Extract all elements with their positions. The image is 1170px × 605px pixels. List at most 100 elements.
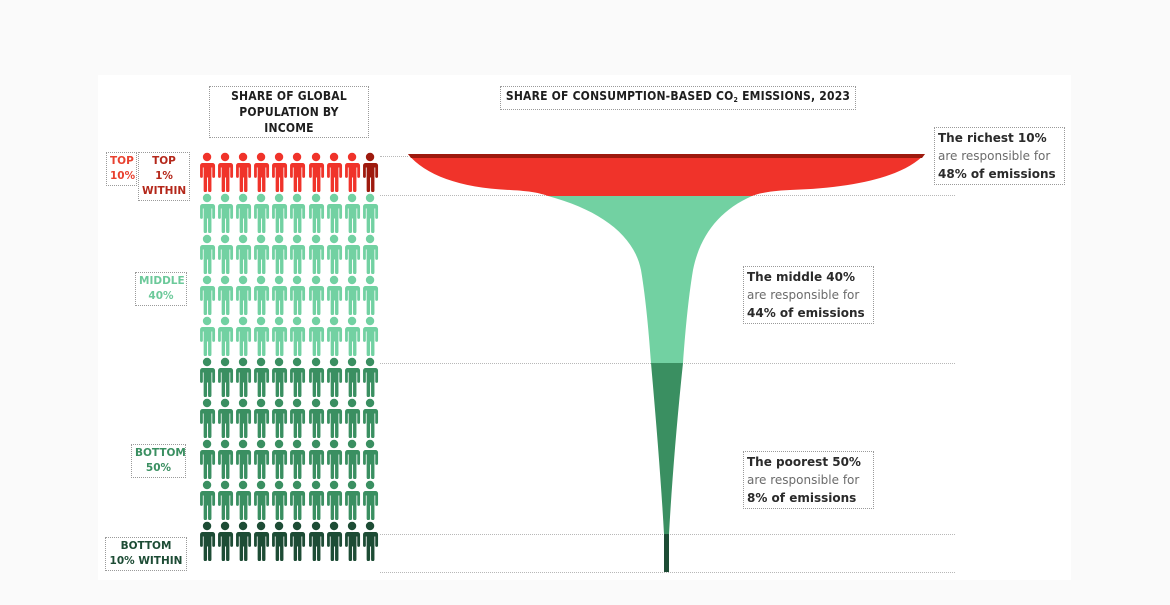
person-icon <box>326 275 342 315</box>
person-icon <box>254 152 270 192</box>
person-icon <box>236 193 252 233</box>
callout-richest: The richest 10% are responsible for 48% … <box>934 127 1065 185</box>
person-icon <box>236 275 252 315</box>
pictogram-row-bottom50 <box>198 357 379 398</box>
label-bottom-10-within: BOTTOM 10% WITHIN <box>105 537 187 571</box>
callout-richest-value: 48% of emissions <box>938 167 1056 181</box>
person-icon <box>326 152 342 192</box>
person-icon <box>218 316 234 356</box>
person-icon <box>344 193 360 233</box>
emissions-header-prefix: SHARE OF CONSUMPTION-BASED CO <box>505 89 734 103</box>
emissions-header-sub: 2 <box>733 96 739 104</box>
person-icon <box>236 398 252 438</box>
person-icon <box>362 521 378 561</box>
person-icon <box>272 357 288 397</box>
person-icon <box>362 357 378 397</box>
person-icon <box>218 480 234 520</box>
label-top-1-line2: WITHIN <box>142 185 187 197</box>
person-icon <box>272 193 288 233</box>
person-icon <box>362 480 378 520</box>
person-icon <box>308 398 324 438</box>
pictogram-row-bottom50 <box>198 480 379 521</box>
person-icon <box>362 275 378 315</box>
person-icon <box>344 480 360 520</box>
person-icon <box>290 193 306 233</box>
person-icon <box>326 357 342 397</box>
person-icon <box>344 152 360 192</box>
person-icon <box>200 398 216 438</box>
person-icon <box>236 316 252 356</box>
label-top-10-line1: TOP <box>110 155 134 167</box>
person-icon <box>254 275 270 315</box>
callout-middle-title: The middle 40% <box>747 270 855 284</box>
separator-base <box>380 572 955 573</box>
person-icon <box>200 234 216 274</box>
callout-middle-sub: are responsible for <box>747 288 860 302</box>
separator-top <box>380 156 408 157</box>
callout-poorest-title: The poorest 50% <box>747 455 861 469</box>
person-icon <box>308 439 324 479</box>
person-icon <box>236 521 252 561</box>
person-icon <box>344 439 360 479</box>
person-icon <box>362 316 378 356</box>
person-icon <box>200 521 216 561</box>
person-icon <box>200 480 216 520</box>
pictogram-row-middle40 <box>198 234 379 275</box>
person-icon <box>272 316 288 356</box>
person-icon <box>236 357 252 397</box>
person-icon <box>254 357 270 397</box>
person-icon <box>344 316 360 356</box>
person-icon <box>344 357 360 397</box>
person-icon <box>362 439 378 479</box>
person-icon <box>308 275 324 315</box>
person-icon <box>272 521 288 561</box>
person-icon <box>290 152 306 192</box>
person-icon <box>200 316 216 356</box>
callout-middle-value: 44% of emissions <box>747 306 865 320</box>
person-icon <box>362 193 378 233</box>
label-top-1-line1: TOP 1% <box>152 155 176 182</box>
person-icon <box>308 316 324 356</box>
person-icon <box>326 439 342 479</box>
person-icon <box>272 398 288 438</box>
callout-middle: The middle 40% are responsible for 44% o… <box>743 266 874 324</box>
callout-richest-title: The richest 10% <box>938 131 1047 145</box>
person-icon <box>326 521 342 561</box>
label-bottom-10-line1: BOTTOM <box>120 540 172 552</box>
population-pictogram <box>198 152 379 562</box>
person-icon <box>218 357 234 397</box>
person-icon <box>290 275 306 315</box>
label-middle-40: MIDDLE 40% <box>135 272 187 306</box>
label-bottom-50-line1: BOTTOM <box>135 447 186 459</box>
person-icon <box>254 193 270 233</box>
emissions-header-suffix: EMISSIONS, 2023 <box>738 89 851 103</box>
person-icon <box>308 521 324 561</box>
emissions-header: SHARE OF CONSUMPTION-BASED CO2 EMISSIONS… <box>500 86 856 110</box>
callout-poorest-sub: are responsible for <box>747 473 860 487</box>
person-icon <box>200 439 216 479</box>
person-icon <box>218 193 234 233</box>
person-icon <box>254 316 270 356</box>
person-icon <box>218 439 234 479</box>
pictogram-row-bottom50 <box>198 398 379 439</box>
person-icon <box>254 234 270 274</box>
label-top-10-line2: 10% <box>110 170 136 182</box>
person-icon <box>290 480 306 520</box>
callout-poorest: The poorest 50% are responsible for 8% o… <box>743 451 874 509</box>
population-header-line1: SHARE OF GLOBAL <box>231 89 347 103</box>
person-icon <box>272 275 288 315</box>
person-icon <box>236 152 252 192</box>
pictogram-row-middle40 <box>198 275 379 316</box>
funnel-bottom-50 <box>651 363 683 534</box>
person-icon <box>254 480 270 520</box>
person-icon <box>236 234 252 274</box>
person-icon <box>254 439 270 479</box>
person-icon <box>362 398 378 438</box>
person-icon <box>254 398 270 438</box>
person-icon <box>362 234 378 274</box>
person-icon <box>326 398 342 438</box>
label-bottom-50: BOTTOM 50% <box>131 444 186 478</box>
label-bottom-50-line2: 50% <box>145 462 172 474</box>
person-icon <box>272 480 288 520</box>
